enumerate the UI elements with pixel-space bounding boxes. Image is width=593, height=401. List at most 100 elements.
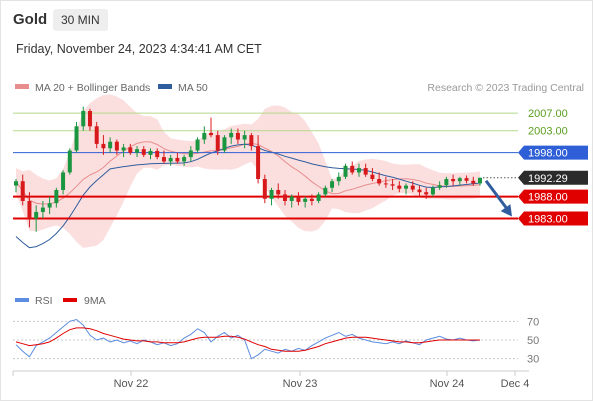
candle-body bbox=[188, 150, 193, 158]
candle-body bbox=[363, 168, 368, 175]
candle bbox=[14, 179, 18, 193]
ma50-legend-swatch bbox=[158, 84, 172, 89]
level-tag-bg bbox=[518, 145, 588, 160]
candle-body bbox=[14, 181, 18, 186]
candle-body bbox=[67, 150, 72, 173]
timeframe-button[interactable]: 30 MIN bbox=[53, 9, 108, 31]
candle bbox=[323, 185, 328, 197]
level-tag-bg bbox=[518, 189, 588, 204]
candle-body bbox=[209, 132, 214, 136]
candle bbox=[128, 143, 133, 155]
candle bbox=[276, 183, 281, 199]
candle bbox=[34, 205, 39, 232]
candle-body bbox=[410, 185, 415, 190]
candle bbox=[309, 194, 314, 206]
rsi-line bbox=[15, 318, 481, 360]
candle bbox=[242, 130, 247, 149]
candle-body bbox=[276, 190, 281, 195]
candle-body bbox=[444, 179, 449, 186]
candle-body bbox=[61, 172, 66, 190]
candle-body bbox=[34, 211, 39, 219]
candle bbox=[229, 128, 234, 144]
x-tick-label: Nov 22 bbox=[114, 378, 149, 390]
candle bbox=[451, 174, 456, 186]
candle-body bbox=[356, 168, 361, 173]
candle bbox=[40, 200, 45, 219]
candle-body bbox=[282, 194, 287, 201]
candle-body bbox=[168, 157, 173, 162]
candle-body bbox=[135, 149, 140, 153]
level-tag-text: 1983.00 bbox=[528, 214, 568, 226]
candle bbox=[350, 161, 355, 175]
candle bbox=[410, 181, 415, 193]
rsi-legend-swatch bbox=[15, 298, 29, 302]
candle bbox=[121, 143, 126, 158]
candle bbox=[430, 185, 435, 197]
candle bbox=[363, 163, 368, 177]
candle-body bbox=[229, 132, 234, 138]
chart-datetime: Friday, November 24, 2023 4:34:41 AM CET bbox=[16, 42, 262, 56]
candle-body bbox=[370, 174, 375, 180]
rsi-tick-label: 30 bbox=[527, 354, 539, 366]
candle bbox=[148, 148, 153, 160]
candle-body bbox=[417, 189, 422, 193]
candle bbox=[87, 108, 92, 131]
candle bbox=[336, 172, 341, 186]
rsi-legend: RSI 9MA bbox=[15, 295, 106, 307]
candle-body bbox=[222, 137, 227, 151]
rsi-ma-legend-label: 9MA bbox=[84, 295, 106, 307]
candle bbox=[269, 187, 274, 206]
candle-body bbox=[336, 176, 341, 182]
level-tag-text: 1988.00 bbox=[528, 192, 568, 204]
chart-header: Gold 30 MIN bbox=[0, 0, 593, 40]
candle bbox=[235, 128, 240, 144]
candle-body bbox=[249, 135, 254, 147]
candle-body bbox=[457, 178, 462, 182]
candle-body bbox=[296, 196, 301, 202]
current-price-tag: 1992.29 bbox=[518, 170, 588, 185]
candle-body bbox=[430, 187, 435, 195]
candle bbox=[182, 154, 187, 166]
candle-body bbox=[464, 178, 469, 181]
candle bbox=[54, 187, 59, 208]
ma50-legend-label: MA 50 bbox=[178, 82, 208, 94]
candle bbox=[27, 192, 32, 228]
candle-body bbox=[235, 132, 240, 140]
candle bbox=[195, 137, 200, 153]
forecast-arrow bbox=[484, 179, 512, 217]
rsi-panel: 70 50 30 bbox=[13, 316, 539, 366]
candle bbox=[155, 148, 160, 160]
ma20-line bbox=[15, 141, 481, 205]
candle bbox=[397, 181, 402, 193]
level-tag-bg bbox=[518, 211, 588, 226]
rsi-ma-legend-swatch bbox=[63, 298, 77, 302]
candle-body bbox=[404, 185, 409, 189]
top-legend: MA 20 + Bollinger Bands MA 50 Research ©… bbox=[15, 82, 584, 94]
candle bbox=[262, 174, 267, 204]
ma20-legend-swatch bbox=[15, 84, 29, 89]
candle bbox=[94, 121, 99, 149]
candle bbox=[471, 176, 476, 186]
candle-body bbox=[87, 110, 92, 127]
candle bbox=[202, 126, 207, 144]
candle bbox=[356, 163, 361, 177]
candle bbox=[114, 139, 119, 155]
candle bbox=[404, 183, 409, 195]
rsi-tick-label: 50 bbox=[527, 335, 539, 347]
price-panel: 2007.00 2003.00 1998.00 1988.00 1983.00 1992.… bbox=[13, 94, 588, 249]
candle-body bbox=[303, 198, 308, 202]
level-tag-text: 1998.00 bbox=[528, 148, 568, 160]
candle bbox=[282, 190, 287, 206]
level-tag-1983-00: 1983.00 bbox=[518, 211, 588, 226]
level-label-2007-00: 2007.00 bbox=[528, 108, 568, 120]
candle bbox=[444, 176, 449, 188]
bollinger-band bbox=[16, 94, 480, 248]
current-price-tag-text: 1992.29 bbox=[528, 173, 568, 185]
candle bbox=[108, 137, 113, 153]
forecast-arrow-head bbox=[500, 204, 512, 217]
candle-body bbox=[377, 179, 382, 184]
candle bbox=[478, 177, 482, 186]
candle-body bbox=[161, 157, 166, 162]
candle-body bbox=[437, 185, 442, 188]
